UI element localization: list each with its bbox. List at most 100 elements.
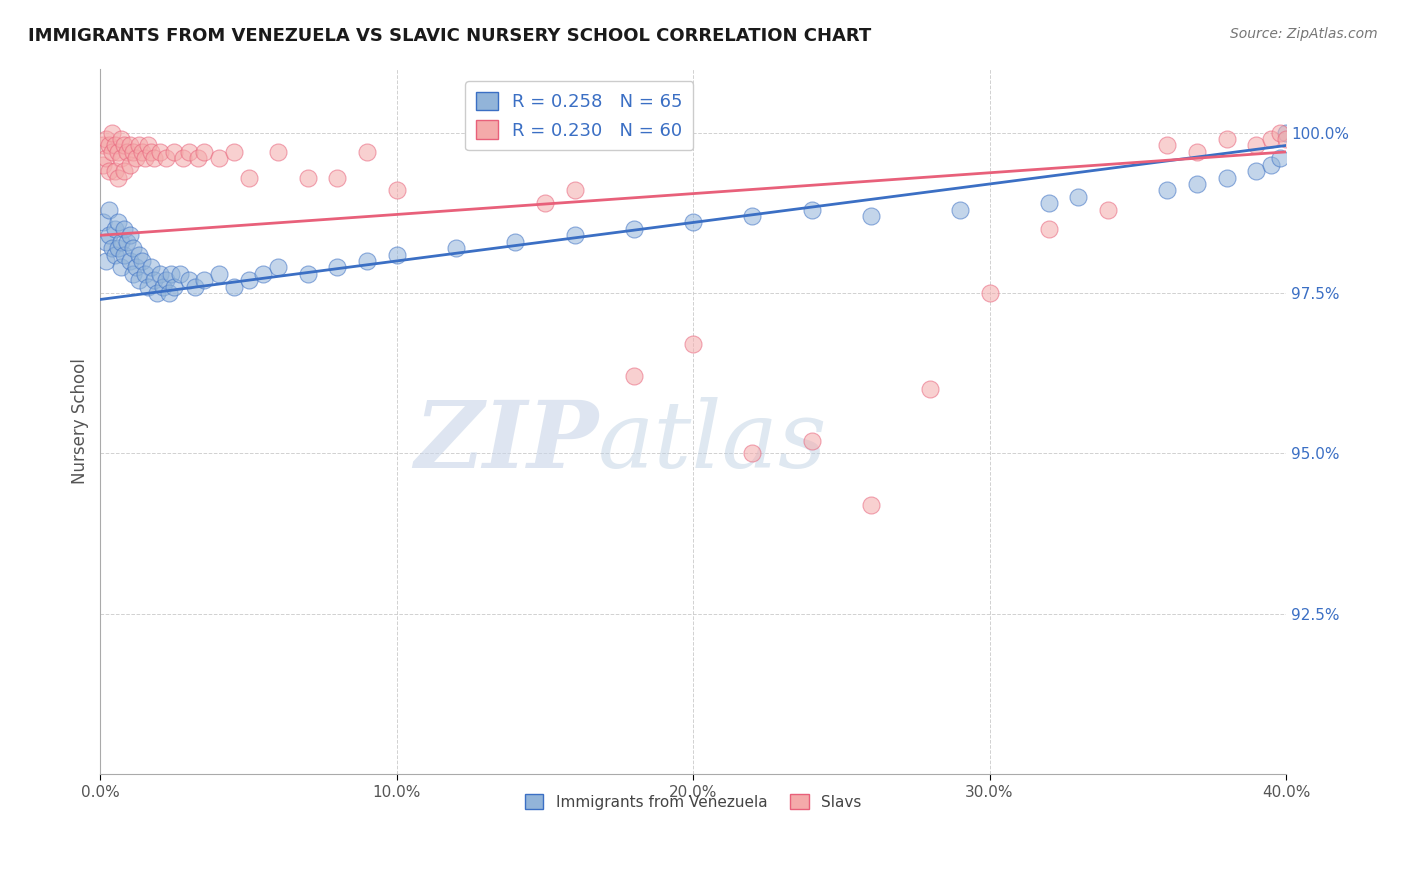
Point bbox=[118, 254, 141, 268]
Point bbox=[101, 126, 124, 140]
Point bbox=[169, 267, 191, 281]
Point bbox=[128, 247, 150, 261]
Point bbox=[1067, 190, 1090, 204]
Point bbox=[179, 273, 201, 287]
Point bbox=[238, 273, 260, 287]
Point bbox=[1156, 138, 1178, 153]
Point bbox=[356, 254, 378, 268]
Point bbox=[107, 241, 129, 255]
Point bbox=[110, 260, 132, 275]
Point bbox=[1260, 158, 1282, 172]
Point bbox=[949, 202, 972, 217]
Point bbox=[155, 151, 177, 165]
Point bbox=[149, 267, 172, 281]
Point bbox=[118, 228, 141, 243]
Point bbox=[157, 286, 180, 301]
Point bbox=[160, 267, 183, 281]
Point bbox=[193, 145, 215, 159]
Point bbox=[444, 241, 467, 255]
Point bbox=[1246, 164, 1268, 178]
Point bbox=[267, 260, 290, 275]
Point bbox=[91, 215, 114, 229]
Text: Source: ZipAtlas.com: Source: ZipAtlas.com bbox=[1230, 27, 1378, 41]
Point bbox=[222, 145, 245, 159]
Point bbox=[104, 138, 127, 153]
Point bbox=[104, 164, 127, 178]
Point bbox=[564, 228, 586, 243]
Point bbox=[115, 235, 138, 249]
Point bbox=[131, 254, 153, 268]
Point bbox=[1156, 183, 1178, 197]
Point bbox=[110, 132, 132, 146]
Text: ZIP: ZIP bbox=[413, 398, 599, 488]
Point bbox=[96, 132, 118, 146]
Point bbox=[142, 273, 165, 287]
Point bbox=[91, 158, 114, 172]
Point bbox=[163, 145, 186, 159]
Y-axis label: Nursery School: Nursery School bbox=[72, 359, 89, 484]
Point bbox=[134, 267, 156, 281]
Point bbox=[98, 228, 121, 243]
Point bbox=[112, 222, 135, 236]
Point bbox=[1260, 132, 1282, 146]
Point bbox=[125, 151, 148, 165]
Point bbox=[101, 241, 124, 255]
Point bbox=[1246, 138, 1268, 153]
Point bbox=[152, 279, 174, 293]
Point bbox=[1275, 132, 1298, 146]
Point bbox=[222, 279, 245, 293]
Point bbox=[859, 498, 882, 512]
Point bbox=[118, 138, 141, 153]
Legend: Immigrants from Venezuela, Slavs: Immigrants from Venezuela, Slavs bbox=[519, 788, 868, 816]
Point bbox=[96, 151, 118, 165]
Point bbox=[112, 164, 135, 178]
Point bbox=[136, 279, 159, 293]
Text: IMMIGRANTS FROM VENEZUELA VS SLAVIC NURSERY SCHOOL CORRELATION CHART: IMMIGRANTS FROM VENEZUELA VS SLAVIC NURS… bbox=[28, 27, 872, 45]
Point bbox=[1185, 145, 1208, 159]
Point bbox=[208, 151, 231, 165]
Point bbox=[252, 267, 274, 281]
Point bbox=[142, 151, 165, 165]
Point bbox=[326, 260, 349, 275]
Point bbox=[122, 241, 145, 255]
Point bbox=[800, 202, 823, 217]
Point bbox=[115, 145, 138, 159]
Point bbox=[979, 286, 1001, 301]
Point bbox=[1185, 177, 1208, 191]
Point bbox=[125, 260, 148, 275]
Point bbox=[110, 235, 132, 249]
Point bbox=[859, 209, 882, 223]
Point bbox=[741, 209, 763, 223]
Point bbox=[179, 145, 201, 159]
Point bbox=[297, 267, 319, 281]
Point bbox=[145, 286, 167, 301]
Point bbox=[96, 235, 118, 249]
Point bbox=[1215, 132, 1237, 146]
Point bbox=[534, 196, 557, 211]
Point bbox=[1038, 196, 1060, 211]
Point bbox=[682, 337, 704, 351]
Point bbox=[122, 267, 145, 281]
Point bbox=[326, 170, 349, 185]
Point bbox=[385, 247, 408, 261]
Point bbox=[98, 164, 121, 178]
Point bbox=[104, 222, 127, 236]
Point bbox=[136, 138, 159, 153]
Point bbox=[920, 382, 942, 396]
Point bbox=[682, 215, 704, 229]
Point bbox=[107, 215, 129, 229]
Point bbox=[1097, 202, 1119, 217]
Point bbox=[122, 145, 145, 159]
Point bbox=[193, 273, 215, 287]
Point bbox=[104, 247, 127, 261]
Point bbox=[208, 267, 231, 281]
Point bbox=[110, 151, 132, 165]
Point bbox=[98, 138, 121, 153]
Point bbox=[1215, 170, 1237, 185]
Point bbox=[101, 145, 124, 159]
Point bbox=[112, 247, 135, 261]
Point bbox=[800, 434, 823, 448]
Point bbox=[112, 138, 135, 153]
Point bbox=[118, 158, 141, 172]
Point bbox=[267, 145, 290, 159]
